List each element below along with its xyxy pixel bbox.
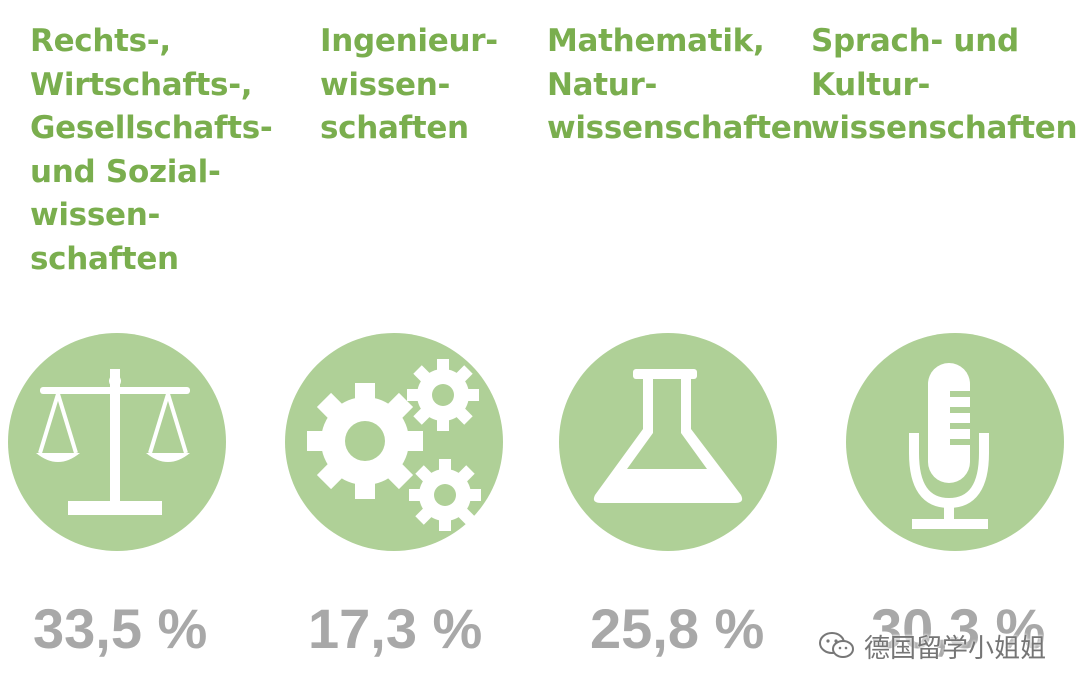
category-law-economics-social: Rechts-, Wirtschafts-, Gesellschafts- un… bbox=[0, 0, 273, 694]
category-title: Rechts-, Wirtschafts-, Gesellschafts- un… bbox=[30, 23, 273, 277]
category-language-cultural-studies: Sprach- und Kultur- wissenschaften 30,3 … bbox=[808, 0, 1078, 694]
category-icon-circle bbox=[285, 333, 503, 551]
watermark-text: 德国留学小姐姐 bbox=[864, 633, 1047, 664]
category-title: Mathematik, Natur- wissenschaften bbox=[547, 23, 814, 146]
scales-icon bbox=[36, 369, 190, 515]
watermark: 德国留学小姐姐 bbox=[818, 626, 1046, 666]
category-percentage: 30,3 % bbox=[871, 597, 1046, 660]
category-percentage: 17,3 % bbox=[308, 597, 483, 660]
category-percentage: 25,8 % bbox=[590, 597, 765, 660]
gears-icon bbox=[307, 359, 481, 531]
wechat-icon bbox=[819, 632, 854, 658]
category-engineering: Ingenieur- wissen- schaften bbox=[283, 0, 543, 694]
flask-icon bbox=[593, 369, 743, 503]
category-title: Ingenieur- wissen- schaften bbox=[320, 23, 498, 146]
category-icon-circle bbox=[846, 333, 1064, 551]
category-icon-circle bbox=[559, 333, 777, 551]
category-percentage: 33,5 % bbox=[33, 597, 208, 660]
category-icon-circle bbox=[8, 333, 226, 551]
category-title: Sprach- und Kultur- wissenschaften bbox=[811, 23, 1078, 146]
category-math-natural-sciences: Mathematik, Natur- wissenschaften 25,8 % bbox=[545, 0, 814, 694]
microphone-icon bbox=[909, 363, 989, 529]
